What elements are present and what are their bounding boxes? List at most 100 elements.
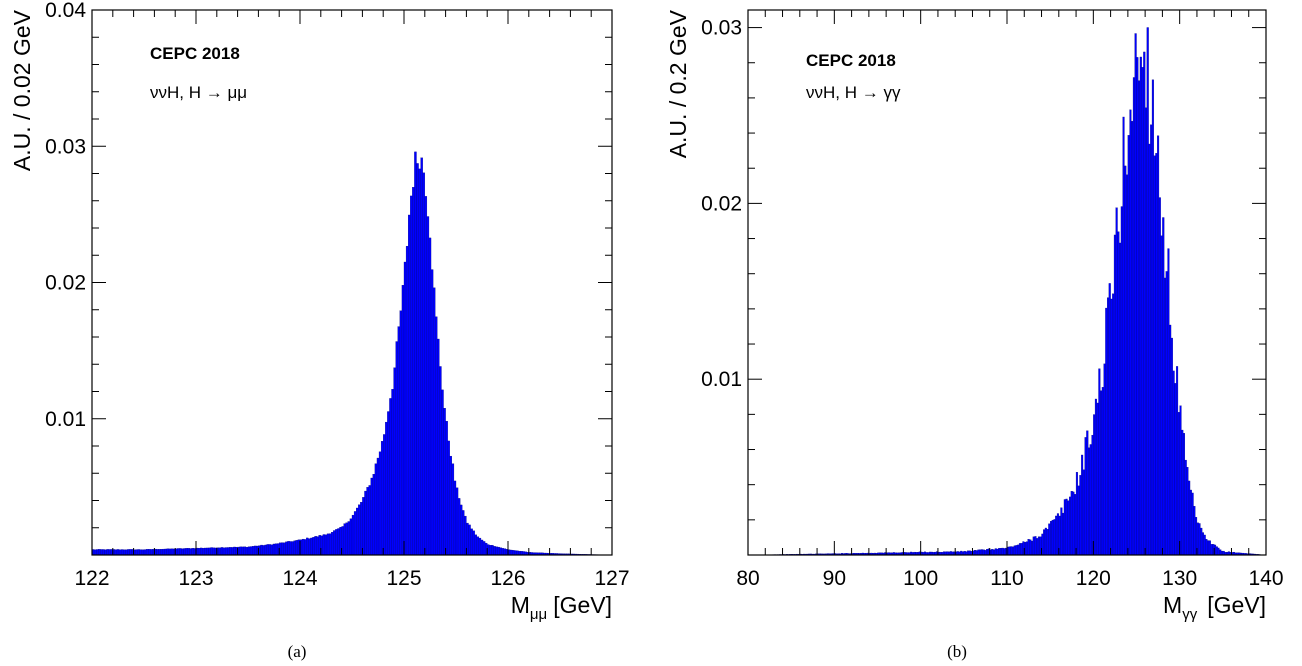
histogram-bin-b	[1103, 363, 1106, 556]
histogram-bin-a	[397, 326, 400, 556]
histogram-bin-a	[229, 547, 232, 556]
histogram-bin-a	[93, 549, 97, 556]
x-axis-title-b: Mγγ [GeV]	[1163, 592, 1266, 623]
histogram-bin-b	[1144, 107, 1148, 556]
histogram-bin-b	[982, 549, 985, 556]
histogram-bin-a	[295, 540, 299, 556]
histogram-bin-a	[509, 549, 513, 556]
histogram-bin-a	[233, 546, 236, 556]
histogram-bin-a	[374, 463, 378, 556]
histogram-bin-b	[1117, 231, 1120, 556]
histogram-bin-a	[289, 541, 292, 556]
histogram-bin-b	[1096, 402, 1099, 556]
histogram-bin-a	[378, 451, 382, 556]
histogram-bin-a	[179, 548, 182, 556]
process-label-b: ννH, H → γγ	[806, 83, 901, 102]
histogram-bin-a	[310, 537, 313, 556]
histogram-bin-a	[495, 546, 498, 556]
histogram-a	[91, 151, 613, 556]
y-tick-label-a: 0.02	[45, 272, 86, 295]
histogram-bin-a	[247, 546, 251, 556]
histogram-bin-a	[116, 549, 120, 556]
histogram-bin-b	[1013, 545, 1016, 556]
histogram-bin-b	[1069, 496, 1072, 556]
histogram-bin-a	[455, 487, 459, 556]
histogram-bin-a	[414, 151, 417, 556]
histogram-bin-a	[204, 547, 207, 556]
histogram-bin-a	[287, 541, 290, 556]
histogram-bin-a	[401, 285, 405, 556]
histogram-bin-a	[428, 237, 432, 556]
histogram-bin-b	[1001, 547, 1004, 556]
histogram-bin-a	[472, 530, 475, 556]
histogram-bin-a	[451, 463, 455, 556]
histogram-bin-b	[979, 549, 982, 556]
histogram-bin-b	[1170, 337, 1173, 556]
histogram-bin-a	[430, 269, 434, 556]
histogram-bin-b	[1107, 297, 1110, 556]
histogram-bin-a	[187, 548, 190, 556]
histogram-bin-a	[268, 544, 272, 556]
histogram-bin-b	[1029, 539, 1032, 556]
histogram-bin-a	[410, 195, 413, 556]
histogram-bin-a	[120, 549, 124, 556]
histogram-bin-b	[1032, 536, 1035, 556]
histogram-bin-a	[474, 534, 477, 556]
histogram-bin-a	[441, 389, 444, 556]
y-tick-label-a: 0.04	[45, 0, 86, 22]
histogram-bin-a	[164, 548, 168, 556]
histogram-bin-a	[372, 474, 376, 556]
histogram-bin-a	[114, 549, 118, 556]
histogram-bin-b	[1082, 469, 1085, 556]
histogram-bin-a	[183, 548, 186, 556]
histogram-bin-b	[1101, 387, 1104, 556]
histogram-bin-a	[206, 547, 209, 556]
histogram-bin-a	[200, 547, 203, 556]
histogram-bin-b	[1100, 390, 1103, 556]
histogram-bin-b	[1186, 467, 1189, 556]
histogram-bin-b	[1120, 206, 1123, 556]
histogram-bin-b	[1091, 434, 1094, 556]
histogram-bin-a	[137, 549, 140, 556]
histogram-bin-b	[977, 549, 980, 556]
histogram-bin-b	[1158, 197, 1161, 556]
histogram-bin-a	[416, 163, 419, 556]
histogram-bin-a	[405, 245, 409, 556]
histogram-bin-a	[210, 547, 213, 556]
histogram-bin-b	[974, 550, 977, 556]
histogram-bin-b	[967, 550, 970, 556]
histogram-bin-a	[227, 547, 230, 556]
histogram-bin-a	[293, 540, 296, 556]
histogram-bin-b	[1055, 515, 1058, 556]
histogram-bin-a	[457, 498, 461, 556]
histogram-bin-a	[333, 530, 336, 556]
histogram-bin-a	[328, 533, 332, 556]
histogram-bin-b	[1108, 283, 1111, 556]
histogram-bin-a	[158, 549, 161, 556]
histogram-bin-a	[347, 521, 351, 556]
histogram-bin-a	[125, 549, 128, 556]
histogram-bin-a	[408, 214, 411, 556]
histogram-bin-a	[422, 172, 425, 556]
histogram-bin-a	[331, 532, 334, 556]
histogram-bin-b	[993, 549, 996, 556]
histogram-bin-b	[1182, 433, 1185, 556]
histogram-bin-a	[162, 548, 165, 556]
histogram-bin-a	[129, 549, 132, 556]
histogram-bin-b	[1139, 56, 1142, 556]
histogram-bin-b	[1148, 143, 1151, 556]
histogram-bin-b	[1081, 454, 1084, 556]
histogram-bin-b	[1119, 242, 1122, 556]
histogram-bin-a	[432, 287, 436, 556]
histogram-bin-b	[1219, 549, 1222, 556]
histogram-bin-a	[370, 477, 373, 556]
histogram-bin-a	[385, 421, 388, 556]
histogram-bin-b	[1191, 492, 1194, 556]
x-tick-label-a: 126	[490, 567, 525, 590]
histogram-bin-b	[1089, 444, 1092, 556]
histogram-bin-b	[1122, 116, 1125, 556]
histogram-bin-b	[1051, 519, 1054, 556]
histogram-bin-b	[1131, 121, 1134, 556]
histogram-bin-a	[249, 546, 253, 556]
